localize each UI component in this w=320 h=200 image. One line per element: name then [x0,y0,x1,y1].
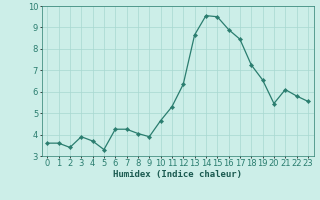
X-axis label: Humidex (Indice chaleur): Humidex (Indice chaleur) [113,170,242,179]
